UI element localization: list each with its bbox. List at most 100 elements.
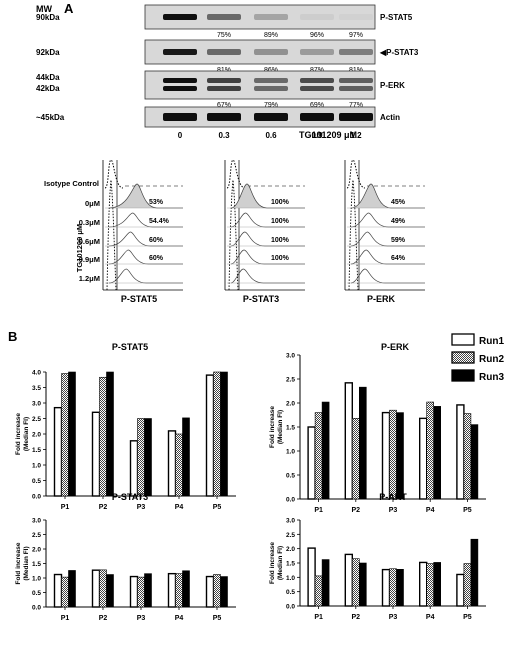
flow-panel-title: P-ERK bbox=[367, 294, 396, 304]
chart-title: P-ERK bbox=[381, 342, 410, 352]
flow-histograms: Isotype Control 0μM 0.3μM 0.6μM 0.9μM 1.2μM TG… bbox=[44, 159, 425, 304]
blot-band bbox=[254, 113, 288, 121]
flow-percent: 100% bbox=[271, 218, 290, 225]
bar bbox=[175, 433, 183, 497]
mw-marker: 90kDa bbox=[36, 13, 60, 22]
blot-band bbox=[163, 78, 197, 83]
x-tick-label: P3 bbox=[137, 615, 146, 622]
bar bbox=[396, 412, 404, 500]
bar bbox=[381, 568, 391, 607]
x-tick-label: P2 bbox=[99, 615, 108, 622]
bar bbox=[99, 569, 107, 608]
flow-histogram bbox=[108, 212, 183, 228]
dose-label: 0.9 bbox=[311, 131, 323, 140]
bar bbox=[470, 538, 479, 607]
chart-title: P-STAT5 bbox=[112, 342, 148, 352]
flow-histogram bbox=[108, 231, 183, 247]
y-tick-label: 3.0 bbox=[286, 353, 295, 360]
bar bbox=[213, 371, 221, 497]
blot-percent: 86% bbox=[264, 67, 278, 74]
bar bbox=[396, 569, 404, 607]
legend-swatch bbox=[451, 333, 475, 346]
blot-band bbox=[339, 49, 373, 55]
blot-band bbox=[300, 49, 334, 55]
y-tick-label: 2.0 bbox=[32, 547, 41, 554]
bar bbox=[389, 568, 397, 607]
bar bbox=[167, 572, 177, 608]
flow-histogram bbox=[350, 212, 425, 228]
y-tick-label: 2.5 bbox=[32, 532, 41, 539]
bar bbox=[307, 426, 316, 500]
bar bbox=[321, 401, 330, 500]
x-tick-label: P3 bbox=[389, 507, 398, 514]
x-tick-label: P3 bbox=[137, 504, 146, 511]
flow-histogram bbox=[350, 231, 425, 247]
x-tick-label: P2 bbox=[99, 504, 108, 511]
flow-percent: 49% bbox=[391, 218, 406, 225]
y-tick-label: 1.0 bbox=[286, 449, 295, 456]
isotype-curve bbox=[226, 159, 246, 189]
bar-chart: P-STAT5 0.0 0.5 1.0 1.5 2.0 2.5 3.0 3.5 4.0 Fold i… bbox=[15, 342, 236, 511]
blot-band bbox=[300, 86, 334, 91]
bar bbox=[68, 371, 76, 497]
bar bbox=[144, 573, 152, 608]
flow-percent: 60% bbox=[149, 237, 164, 244]
flow-percent: 45% bbox=[391, 199, 406, 206]
legend: Run1 Run2 Run3 bbox=[451, 333, 504, 383]
bar bbox=[137, 576, 145, 608]
y-tick-label: 4.0 bbox=[32, 370, 41, 377]
flow-percent: 100% bbox=[271, 255, 290, 262]
blot-percent: 81% bbox=[349, 67, 363, 74]
bar bbox=[344, 553, 353, 607]
blot-percent: 87% bbox=[310, 67, 324, 74]
y-tick-label: 1.5 bbox=[286, 561, 295, 568]
bar bbox=[91, 411, 101, 497]
bar bbox=[321, 559, 330, 607]
isotype-overlay bbox=[228, 179, 239, 291]
bar bbox=[53, 406, 63, 497]
legend-label: Run2 bbox=[479, 354, 504, 365]
flow-row-label: 0μM bbox=[85, 199, 100, 208]
blot-band bbox=[254, 78, 288, 83]
flow-row-label: 0.9μM bbox=[79, 255, 100, 264]
mw-marker: 92kDa bbox=[36, 48, 60, 57]
bar bbox=[358, 386, 367, 500]
y-tick-label: 2.0 bbox=[32, 432, 41, 439]
bar bbox=[129, 440, 139, 497]
flow-panel-title: P-STAT3 bbox=[243, 294, 279, 304]
flow-row-label: 0.6μM bbox=[79, 237, 100, 246]
bar-charts: P-STAT5 0.0 0.5 1.0 1.5 2.0 2.5 3.0 3.5 4.0 Fold i… bbox=[15, 342, 486, 622]
blot-name: Actin bbox=[380, 113, 400, 122]
y-axis-label: Fold increase bbox=[15, 542, 22, 584]
western-blots: P-STAT5 90kDa 75% 89% 96% 97% ◀P-STAT3 92kDa 81%… bbox=[36, 4, 419, 128]
y-tick-label: 0.0 bbox=[286, 604, 295, 611]
bar bbox=[426, 563, 435, 607]
flow-percent: 100% bbox=[271, 237, 290, 244]
blot-percent: 79% bbox=[264, 102, 278, 109]
blot-band bbox=[163, 49, 197, 55]
flow-panel-title: P-STAT5 bbox=[121, 294, 157, 304]
y-tick-label: 3.0 bbox=[286, 518, 295, 525]
flow-histogram bbox=[230, 212, 305, 228]
flow-percent: 100% bbox=[271, 199, 290, 206]
bar bbox=[175, 573, 183, 608]
flow-histogram bbox=[230, 249, 305, 265]
x-tick-label: P4 bbox=[426, 507, 435, 514]
dose-axis-label: TG101209 μM bbox=[299, 130, 357, 140]
flow-histogram bbox=[108, 268, 183, 284]
y-tick-label: 0.0 bbox=[286, 497, 295, 504]
y-tick-label: 2.5 bbox=[32, 416, 41, 423]
mw-marker: ~45kDa bbox=[36, 113, 65, 122]
y-tick-label: 3.0 bbox=[32, 401, 41, 408]
dose-label: 0.3 bbox=[218, 131, 230, 140]
bar bbox=[419, 417, 428, 500]
y-tick-label: 1.5 bbox=[32, 561, 41, 568]
bar-chart: P-AKT 0.0 0.5 1.0 1.5 2.0 2.5 3.0 Fold increase(… bbox=[269, 492, 486, 621]
bar bbox=[205, 374, 215, 497]
bar bbox=[456, 573, 465, 607]
blot-percent: 96% bbox=[310, 32, 324, 39]
blot-name: P-STAT5 bbox=[380, 13, 413, 22]
blot-name: P-ERK bbox=[380, 81, 405, 90]
flow-histogram bbox=[230, 183, 305, 209]
flow-histogram bbox=[350, 249, 425, 265]
